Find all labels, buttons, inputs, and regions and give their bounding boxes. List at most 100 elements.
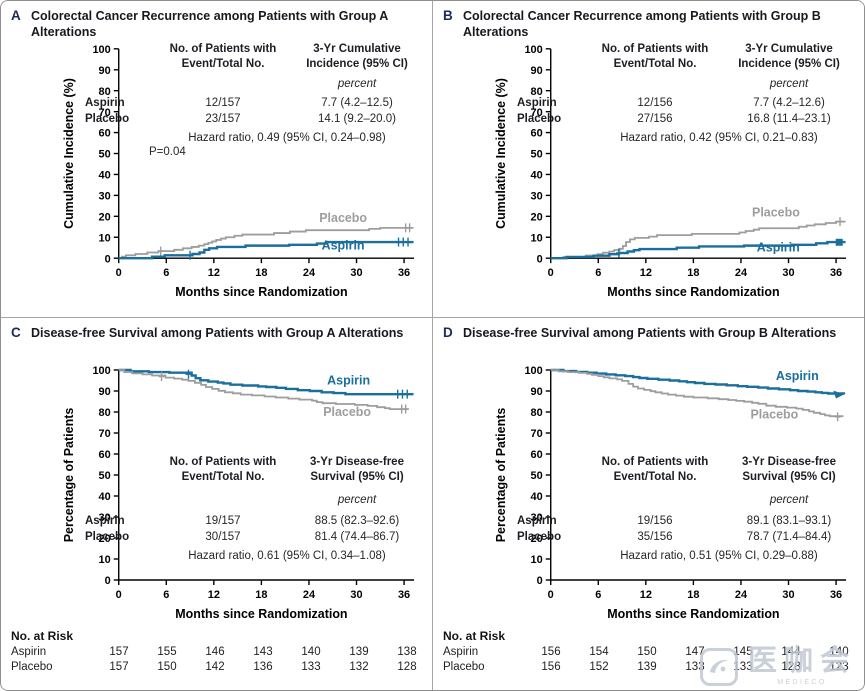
svg-text:50: 50 <box>99 470 111 482</box>
events-header: No. of Patients with Event/Total No. <box>169 43 277 71</box>
estimate-value: 78.7 (71.4–84.4) <box>746 531 832 544</box>
hazard-ratio: Hazard ratio, 0.42 (95% CI, 0.21–0.83) <box>620 132 818 145</box>
estimate-header: 3-Yr Disease-free Survival (95% CI) <box>742 456 836 484</box>
svg-text:36: 36 <box>830 589 842 601</box>
risk-count: 157 <box>109 646 129 658</box>
svg-text:10: 10 <box>99 232 111 244</box>
risk-count: 147 <box>685 646 705 658</box>
risk-counts: 156 152 139 133 133 128 123 <box>527 661 863 673</box>
panel-b: 0 10 20 30 40 50 60 70 80 90 100 0 6 12 18 24 30 36 Cumula… <box>433 1 864 318</box>
risk-count: 133 <box>685 661 705 673</box>
panel-d: 0 10 20 30 40 50 60 70 80 90 100 0 6 12 18 24 30 36 Percen… <box>433 318 864 690</box>
events-value: 12/157 <box>205 97 241 110</box>
svg-text:60: 60 <box>531 128 543 140</box>
svg-text:10: 10 <box>531 232 543 244</box>
svg-text:30: 30 <box>531 191 543 203</box>
svg-text:80: 80 <box>531 407 543 419</box>
svg-text:18: 18 <box>255 589 267 601</box>
estimate-value: 14.1 (9.2–20.0) <box>317 113 396 126</box>
svg-text:24: 24 <box>735 267 748 279</box>
risk-count: 133 <box>301 661 321 673</box>
risk-count: 145 <box>733 646 753 658</box>
risk-count: 132 <box>349 661 369 673</box>
km-chart-b: 0 10 20 30 40 50 60 70 80 90 100 0 6 12 18 24 30 36 Cumula… <box>494 44 847 299</box>
estimate-value: 89.1 (83.1–93.1) <box>746 515 832 528</box>
estimate-header: 3-Yr Disease-free Survival (95% CI) <box>310 456 404 484</box>
risk-row-label: Aspirin <box>443 646 479 658</box>
y-axis-label: Cumulative Incidence (%) <box>62 78 76 229</box>
end-marker <box>835 238 843 246</box>
risk-counts: 157 150 142 136 133 132 128 <box>95 661 431 673</box>
estimate-value: 16.8 (11.4–23.1) <box>747 113 831 126</box>
km-chart-a: 0 10 20 30 40 50 60 70 80 90 100 0 6 12 18 24 30 36 Cumula… <box>62 44 415 299</box>
svg-text:100: 100 <box>524 44 542 56</box>
svg-text:18: 18 <box>687 589 699 601</box>
svg-text:20: 20 <box>531 211 543 223</box>
unit-label: percent <box>337 494 377 507</box>
svg-text:12: 12 <box>208 589 220 601</box>
x-axis-label: Months since Randomization <box>175 285 347 299</box>
risk-count: 123 <box>829 661 849 673</box>
km-chart-d: 0 10 20 30 40 50 60 70 80 90 100 0 6 12 18 24 30 36 Percen… <box>494 365 847 621</box>
svg-text:60: 60 <box>99 449 111 461</box>
curve-label-placebo: Placebo <box>750 408 798 422</box>
stats-table: No. of Patients with Event/Total No. 3-Y… <box>85 455 421 562</box>
svg-text:30: 30 <box>782 589 794 601</box>
curve-label-aspirin: Aspirin <box>322 238 365 252</box>
svg-text:80: 80 <box>99 86 111 98</box>
svg-text:40: 40 <box>531 491 543 503</box>
panel-letter: D <box>443 325 453 340</box>
row-label: Aspirin <box>85 515 125 528</box>
events-value: 27/156 <box>637 113 673 126</box>
svg-text:50: 50 <box>531 470 543 482</box>
risk-count: 128 <box>781 661 801 673</box>
svg-text:80: 80 <box>99 407 111 419</box>
panel-title: Colorectal Cancer Recurrence among Patie… <box>31 9 389 40</box>
svg-text:24: 24 <box>735 589 748 601</box>
svg-text:10: 10 <box>531 554 543 566</box>
stats-row-placebo: Placebo 30/157 81.4 (74.4–86.7) <box>85 529 421 545</box>
svg-text:30: 30 <box>531 512 543 524</box>
curve-label-placebo: Placebo <box>319 211 367 225</box>
risk-count: 140 <box>829 646 849 658</box>
svg-text:30: 30 <box>350 589 362 601</box>
p-value: P=0.04 <box>149 146 186 159</box>
svg-text:50: 50 <box>99 149 111 161</box>
events-value: 19/157 <box>205 515 241 528</box>
x-axis-label: Months since Randomization <box>175 607 347 621</box>
svg-text:20: 20 <box>99 533 111 545</box>
curve-label-aspirin: Aspirin <box>327 373 370 387</box>
end-marker <box>833 390 844 399</box>
svg-text:70: 70 <box>531 107 543 119</box>
row-label: Aspirin <box>517 515 557 528</box>
unit-label: percent <box>769 78 809 91</box>
svg-text:36: 36 <box>398 589 410 601</box>
panel-title: Disease-free Survival among Patients wit… <box>463 326 837 340</box>
unit-label: percent <box>769 494 809 507</box>
risk-count: 139 <box>637 661 657 673</box>
risk-count: 150 <box>157 661 177 673</box>
risk-table-title: No. at Risk <box>11 629 74 643</box>
svg-text:50: 50 <box>531 149 543 161</box>
risk-count: 142 <box>205 661 225 673</box>
stats-row-aspirin: Aspirin 12/157 7.7 (4.2–12.5) <box>85 95 421 111</box>
risk-count: 156 <box>541 646 561 658</box>
svg-text:12: 12 <box>640 267 652 279</box>
svg-text:30: 30 <box>782 267 794 279</box>
hazard-ratio: Hazard ratio, 0.61 (95% CI, 0.34–1.08) <box>188 550 386 563</box>
svg-text:90: 90 <box>99 65 111 77</box>
y-axis-label: Cumulative Incidence (%) <box>494 78 508 229</box>
svg-text:40: 40 <box>99 491 111 503</box>
panel-letter: C <box>11 325 21 340</box>
stats-row-aspirin: Aspirin 12/156 7.7 (4.2–12.6) <box>517 95 853 111</box>
svg-text:0: 0 <box>116 267 122 279</box>
svg-text:6: 6 <box>595 267 601 279</box>
row-label: Placebo <box>517 531 562 544</box>
events-value: 12/156 <box>637 97 673 110</box>
series-placebo: Placebo <box>550 206 846 260</box>
svg-text:0: 0 <box>548 267 554 279</box>
series-placebo: Placebo <box>118 211 414 260</box>
hazard-ratio: Hazard ratio, 0.49 (95% CI, 0.24–0.98) <box>188 132 386 145</box>
series-aspirin: Aspirin <box>118 237 414 260</box>
svg-text:90: 90 <box>99 386 111 398</box>
